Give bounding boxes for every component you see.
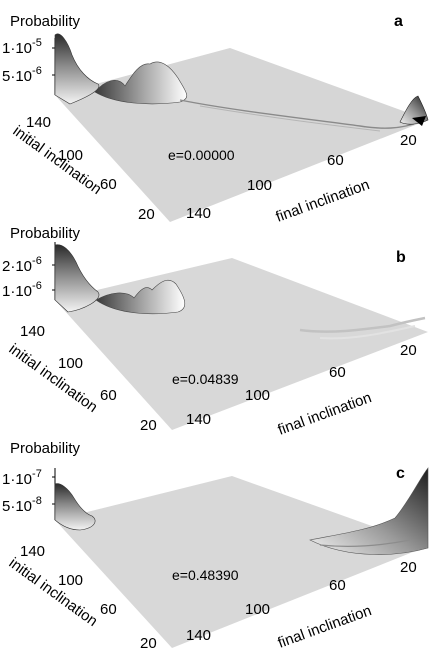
x-tick-label: 140 bbox=[186, 411, 211, 428]
x-tick-label: 20 bbox=[400, 559, 417, 576]
y-axis-label: initial inclination bbox=[6, 340, 101, 416]
z-tick-label: 2·10-6 bbox=[2, 255, 42, 275]
x-axis-label: final inclination bbox=[274, 176, 372, 226]
panel-letter: c bbox=[396, 465, 405, 482]
panel-a: Probability a 1·10-5 5·10-6 140 100 60 2… bbox=[2, 13, 429, 226]
surface-peak-left bbox=[54, 33, 100, 105]
x-tick-label: 60 bbox=[329, 577, 346, 594]
panel-letter: b bbox=[396, 249, 406, 266]
y-tick-label: 100 bbox=[58, 355, 83, 372]
y-tick-label: 100 bbox=[58, 147, 83, 164]
surface-ridge bbox=[319, 539, 411, 547]
y-tick-label: 140 bbox=[26, 114, 51, 131]
y-tick-label: 20 bbox=[140, 635, 157, 652]
panel-b: Probability b 2·10-6 1·10-6 140 100 60 2… bbox=[2, 225, 428, 439]
surface-peak-left bbox=[54, 483, 96, 531]
x-tick-label: 100 bbox=[245, 387, 270, 404]
x-tick-label: 140 bbox=[186, 205, 211, 222]
x-axis-label: final inclination bbox=[276, 602, 374, 652]
z-tick-label: 1·10-5 bbox=[2, 37, 42, 57]
x-tick-label: 100 bbox=[247, 177, 272, 194]
x-axis-label: final inclination bbox=[276, 389, 374, 439]
x-tick-label: 20 bbox=[400, 342, 417, 359]
panel-c: Probability c 1·10-7 5·10-8 140 100 60 2… bbox=[2, 440, 429, 652]
y-tick-label: 20 bbox=[140, 417, 157, 434]
y-tick-label: 20 bbox=[138, 206, 155, 223]
y-tick-label: 60 bbox=[100, 601, 117, 618]
y-tick-label: 60 bbox=[100, 176, 117, 193]
eccentricity-annotation: e=0.48390 bbox=[172, 567, 239, 583]
y-tick-label: 100 bbox=[58, 572, 83, 589]
surface-floor bbox=[55, 476, 428, 648]
x-tick-label: 140 bbox=[186, 627, 211, 644]
eccentricity-annotation: e=0.04839 bbox=[172, 371, 239, 387]
z-tick-label: 5·10-8 bbox=[2, 495, 42, 515]
surface-bump bbox=[94, 61, 188, 105]
surface-floor bbox=[55, 48, 428, 222]
surface-ridge bbox=[299, 316, 426, 333]
z-tick-label: 1·10-6 bbox=[2, 280, 42, 300]
x-tick-label: 20 bbox=[400, 132, 417, 149]
eccentricity-annotation: e=0.00000 bbox=[168, 147, 235, 163]
x-tick-label: 100 bbox=[245, 601, 270, 618]
y-axis-label: initial inclination bbox=[6, 554, 101, 630]
z-axis-label: Probability bbox=[10, 13, 81, 30]
y-tick-label: 140 bbox=[20, 543, 45, 560]
panel-letter: a bbox=[394, 13, 403, 30]
surface-peak-left bbox=[54, 244, 100, 313]
z-tick-label: 1·10-7 bbox=[2, 468, 42, 488]
x-tick-label: 60 bbox=[329, 364, 346, 381]
z-axis-label: Probability bbox=[10, 440, 81, 457]
surface-peak-right bbox=[309, 467, 429, 555]
surface-ridge bbox=[179, 99, 415, 129]
y-tick-label: 60 bbox=[100, 387, 117, 404]
surface-bump bbox=[95, 279, 186, 315]
z-tick-label: 5·10-6 bbox=[2, 65, 42, 85]
z-axis-label: Probability bbox=[10, 225, 81, 242]
x-tick-label: 60 bbox=[327, 152, 344, 169]
y-tick-label: 140 bbox=[20, 323, 45, 340]
